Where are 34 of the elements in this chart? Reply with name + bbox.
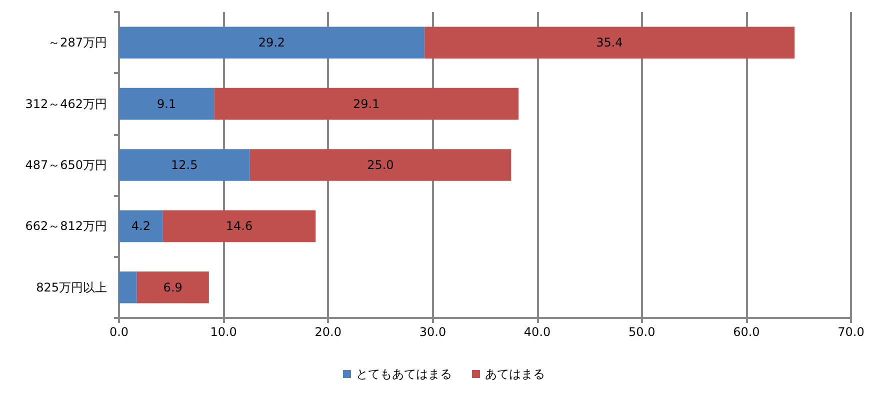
y-tick-label: 487～650万円 bbox=[25, 158, 107, 172]
x-tick-label: 20.0 bbox=[314, 325, 342, 339]
x-tick-label: 10.0 bbox=[210, 325, 237, 339]
bar bbox=[424, 26, 795, 59]
bar bbox=[136, 271, 209, 304]
y-tick-label: ～287万円 bbox=[48, 36, 107, 50]
data-label: 29.1 bbox=[352, 96, 380, 111]
bar bbox=[214, 88, 518, 120]
data-label: 35.4 bbox=[596, 36, 623, 50]
bar bbox=[119, 271, 137, 304]
data-label: 29.2 bbox=[258, 36, 286, 50]
x-tick-label: 60.0 bbox=[733, 325, 760, 339]
data-label: 25.0 bbox=[367, 158, 394, 172]
x-tick-label: 0.0 bbox=[109, 325, 129, 339]
bar bbox=[119, 88, 214, 120]
y-tick-label: 312～462万円 bbox=[25, 96, 107, 111]
data-label: 4.2 bbox=[131, 219, 151, 234]
bar bbox=[162, 210, 316, 242]
y-tick-label: 662～812万円 bbox=[25, 219, 107, 234]
x-tick-label: 50.0 bbox=[628, 325, 656, 339]
bar bbox=[119, 149, 250, 181]
x-tick-label: 40.0 bbox=[524, 325, 551, 339]
data-label: 14.6 bbox=[226, 219, 253, 234]
bar bbox=[250, 149, 512, 181]
y-tick-label: 825万円以上 bbox=[36, 280, 107, 294]
legend-label: とてもあてはまる bbox=[356, 367, 452, 381]
data-label: 12.5 bbox=[171, 158, 198, 172]
legend-label: あてはまる bbox=[485, 367, 545, 381]
x-tick-label: 70.0 bbox=[838, 325, 864, 339]
x-tick-label: 30.0 bbox=[419, 325, 446, 339]
data-label: 6.9 bbox=[163, 280, 182, 294]
data-label: 9.1 bbox=[157, 96, 176, 111]
bar bbox=[119, 26, 424, 59]
bar bbox=[119, 210, 163, 242]
